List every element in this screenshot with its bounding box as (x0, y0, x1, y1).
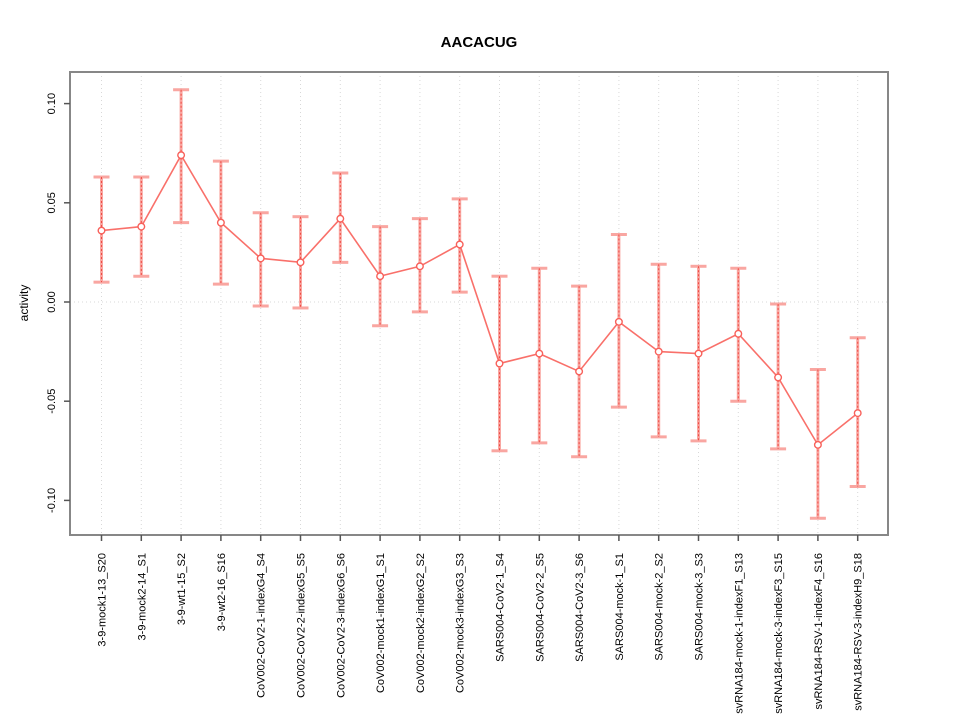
x-tick-label: 3-9-wt1-15_S2 (176, 553, 188, 625)
data-point (455, 240, 464, 249)
chart-title: AACACUG (441, 34, 518, 51)
x-tick-label: CoV002-CoV2-2-indexG5_S5 (296, 553, 308, 698)
x-tick-label: CoV002-mock1-indexG1_S1 (375, 553, 387, 693)
x-tick-label: SARS004-CoV2-3_S6 (574, 553, 586, 662)
x-tick-label: svRNA184-RSV-3-indexH9_S18 (853, 553, 865, 711)
series-line (101, 153, 859, 447)
data-point (774, 373, 783, 382)
plot-frame (69, 71, 889, 536)
y-tick-label: 0.10 (46, 93, 58, 114)
x-tick-label: SARS004-mock-3_S3 (694, 553, 706, 661)
data-point (256, 254, 265, 263)
data-point (614, 317, 623, 326)
data-point (336, 214, 345, 223)
x-tick-label: 3-9-wt2-16_S16 (216, 553, 228, 631)
x-tick-label: svRNA184-mock-3-indexF3_S15 (773, 553, 785, 714)
data-point (535, 349, 544, 358)
y-tick-label: -0.10 (46, 488, 58, 513)
data-point (216, 218, 225, 227)
y-tick-label: 0.05 (46, 192, 58, 213)
data-point (495, 359, 504, 368)
y-axis-label: activity (17, 285, 31, 322)
data-point (376, 272, 385, 281)
x-tick-label: 3-9-mock2-14_S1 (136, 553, 148, 640)
data-point (694, 349, 703, 358)
plot-area: 0.10 0.05 0.00 -0.05 -0.10 3-9-mock1-13_S20 3-… (46, 71, 889, 714)
data-point (97, 226, 106, 235)
data-point (177, 151, 186, 160)
data-point (853, 409, 862, 418)
data-point (575, 367, 584, 376)
data-point (296, 258, 305, 267)
x-tick-label: svRNA184-mock-1-indexF1_S13 (733, 553, 745, 714)
data-point (813, 440, 822, 449)
x-tick-label: CoV002-CoV2-3-indexG6_S6 (335, 553, 347, 698)
x-tick-label: SARS004-mock-1_S1 (614, 553, 626, 661)
data-point (654, 347, 663, 356)
x-tick-label: 3-9-mock1-13_S20 (97, 553, 109, 647)
x-tick-label: SARS004-CoV2-1_S4 (495, 553, 507, 662)
data-point (137, 222, 146, 231)
x-tick-label: CoV002-mock2-indexG2_S2 (415, 553, 427, 693)
x-tick-label: svRNA184-RSV-1-indexF4_S16 (813, 553, 825, 710)
y-tick-label: 0.00 (46, 291, 58, 312)
x-tick-label: SARS004-mock-2_S2 (654, 553, 666, 661)
data-point (734, 329, 743, 338)
x-tick-label: CoV002-mock3-indexG3_S3 (455, 553, 467, 693)
y-tick-label: -0.05 (46, 389, 58, 414)
x-tick-label: CoV002-CoV2-1-indexG4_S4 (256, 553, 268, 698)
data-point (415, 262, 424, 271)
x-tick-label: SARS004-CoV2-2_S5 (534, 553, 546, 662)
